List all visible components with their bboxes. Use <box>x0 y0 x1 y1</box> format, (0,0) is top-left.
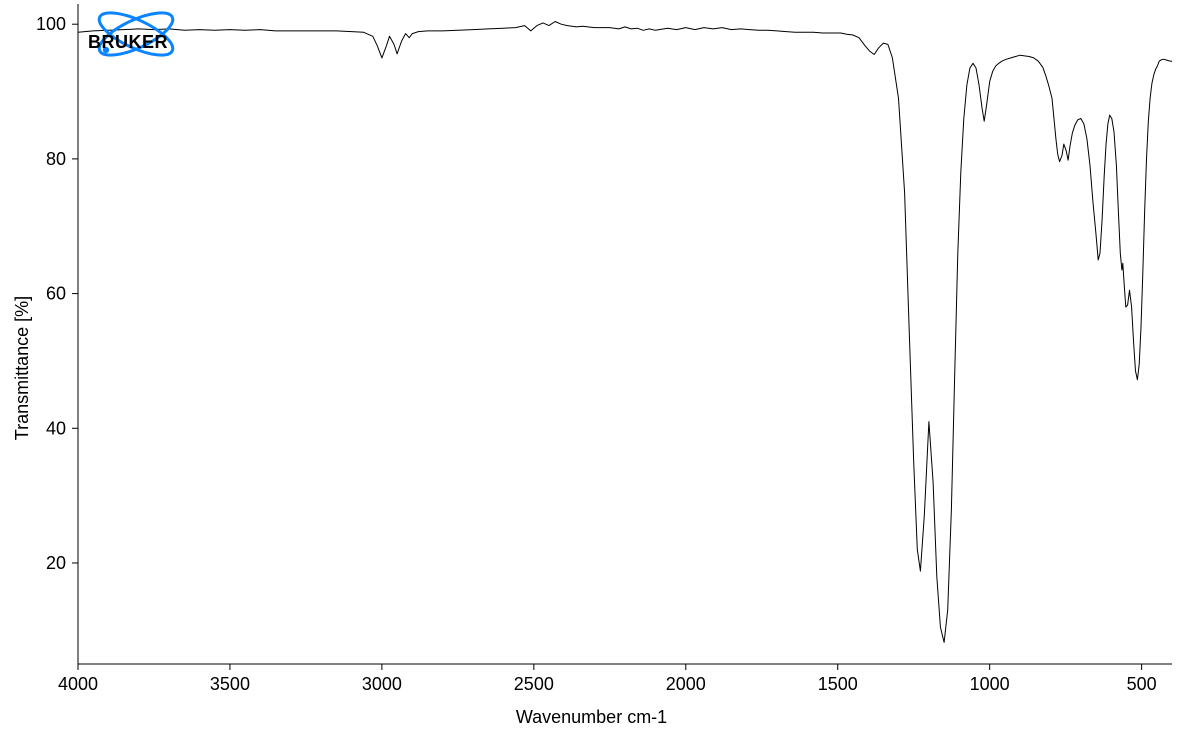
chart-svg: 4000 3500 3000 2500 2000 1500 1000 500 20 40 60 80 1… <box>0 0 1183 736</box>
x-tick-label: 2000 <box>666 674 706 694</box>
x-tick-label: 500 <box>1127 674 1157 694</box>
spectrum-chart: 4000 3500 3000 2500 2000 1500 1000 500 20 40 60 80 1… <box>0 0 1183 736</box>
y-axis-label: Transmittance [%] <box>12 296 33 440</box>
y-tick-label: 20 <box>46 553 66 573</box>
x-tick-label: 3500 <box>210 674 250 694</box>
spectrum-line <box>78 22 1172 643</box>
x-axis-label: Wavenumber cm-1 <box>516 707 667 728</box>
y-tick-label: 40 <box>46 418 66 438</box>
x-tick-label: 1000 <box>970 674 1010 694</box>
y-tick-label: 100 <box>36 14 66 34</box>
y-tick-label: 80 <box>46 149 66 169</box>
x-tick-label: 1500 <box>818 674 858 694</box>
x-tick-label: 3000 <box>362 674 402 694</box>
x-tick-label: 4000 <box>58 674 98 694</box>
x-tick-label: 2500 <box>514 674 554 694</box>
bruker-logo-text: BRUKER <box>88 32 168 53</box>
y-tick-label: 60 <box>46 284 66 304</box>
